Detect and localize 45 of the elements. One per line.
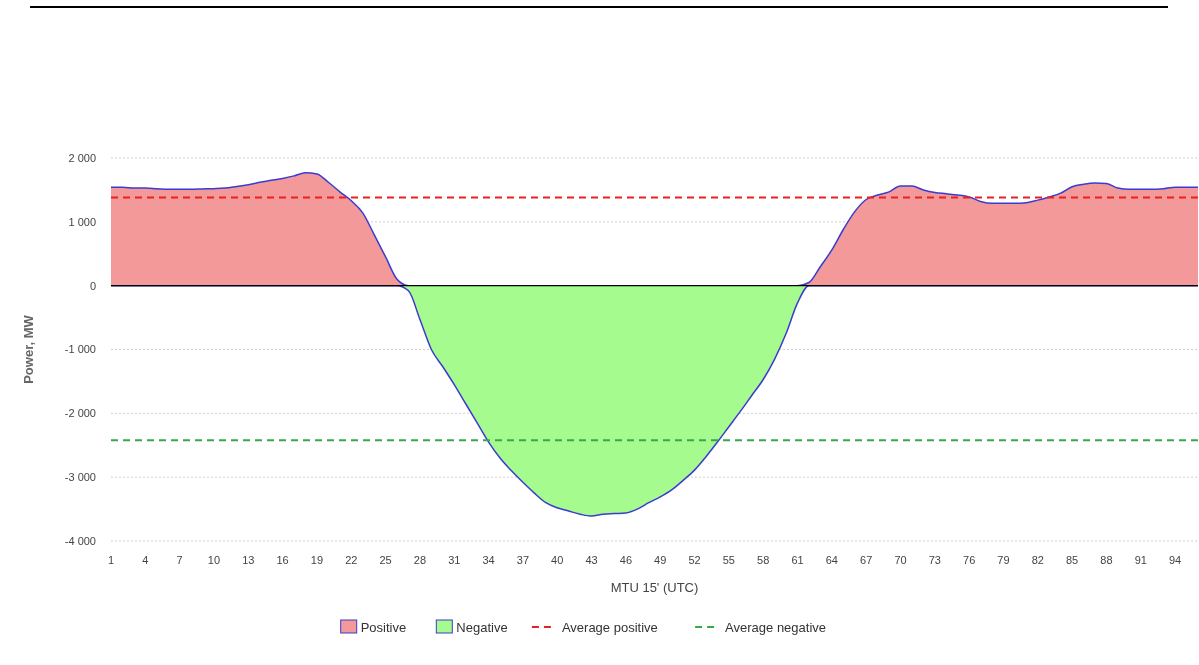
x-tick-label: 22: [345, 554, 358, 566]
x-tick-label: 88: [1100, 554, 1113, 566]
legend-label: Average positive: [561, 619, 658, 635]
x-tick-label: 76: [963, 554, 976, 566]
y-tick-label: 2 000: [68, 151, 96, 164]
x-tick-label: 13: [242, 554, 255, 566]
y-tick-label: -1 000: [64, 343, 96, 356]
x-tick-label: 10: [207, 554, 221, 566]
legend-label: Positive: [360, 619, 407, 635]
x-tick-label: 85: [1066, 554, 1079, 566]
x-tick-label: 43: [585, 554, 598, 566]
x-tick-label: 46: [619, 554, 633, 566]
x-tick-label: 28: [413, 554, 427, 566]
x-tick-label: 55: [722, 554, 735, 566]
x-tick-label: 31: [448, 554, 461, 566]
x-tick-label: 34: [482, 554, 495, 566]
x-tick-label: 25: [379, 554, 392, 566]
x-tick-label: 94: [1168, 554, 1182, 566]
y-tick-label: 1 000: [68, 215, 96, 228]
x-tick-label: 16: [276, 554, 289, 566]
x-tick-label: 67: [860, 554, 873, 566]
x-tick-label: 91: [1134, 554, 1147, 566]
x-tick-label: 7: [176, 554, 183, 566]
x-tick-label: 70: [894, 554, 907, 566]
x-tick-label: 40: [551, 554, 564, 566]
x-tick-label: 58: [757, 554, 770, 566]
y-tick-label: -4 000: [64, 534, 96, 547]
x-tick-label: 37: [516, 554, 530, 566]
y-tick-label: 0: [89, 279, 96, 292]
legend-label: Negative: [456, 619, 508, 635]
x-tick-label: 61: [791, 554, 804, 566]
legend-label: Average negative: [725, 619, 827, 635]
x-axis-title: MTU 15' (UTC): [610, 580, 699, 595]
x-tick-label: 64: [825, 554, 838, 566]
y-tick-label: -3 000: [64, 471, 96, 484]
x-tick-label: 19: [310, 554, 324, 566]
x-tick-label: 73: [928, 554, 941, 566]
x-tick-label: 82: [1031, 554, 1044, 566]
y-axis-title: Power, MW: [21, 314, 36, 384]
x-tick-label: 4: [142, 554, 149, 566]
x-tick-label: 49: [654, 554, 667, 566]
y-tick-label: -2 000: [64, 407, 96, 420]
x-tick-label: 1: [107, 554, 115, 566]
x-tick-label: 79: [997, 554, 1010, 566]
x-tick-label: 52: [688, 554, 701, 566]
